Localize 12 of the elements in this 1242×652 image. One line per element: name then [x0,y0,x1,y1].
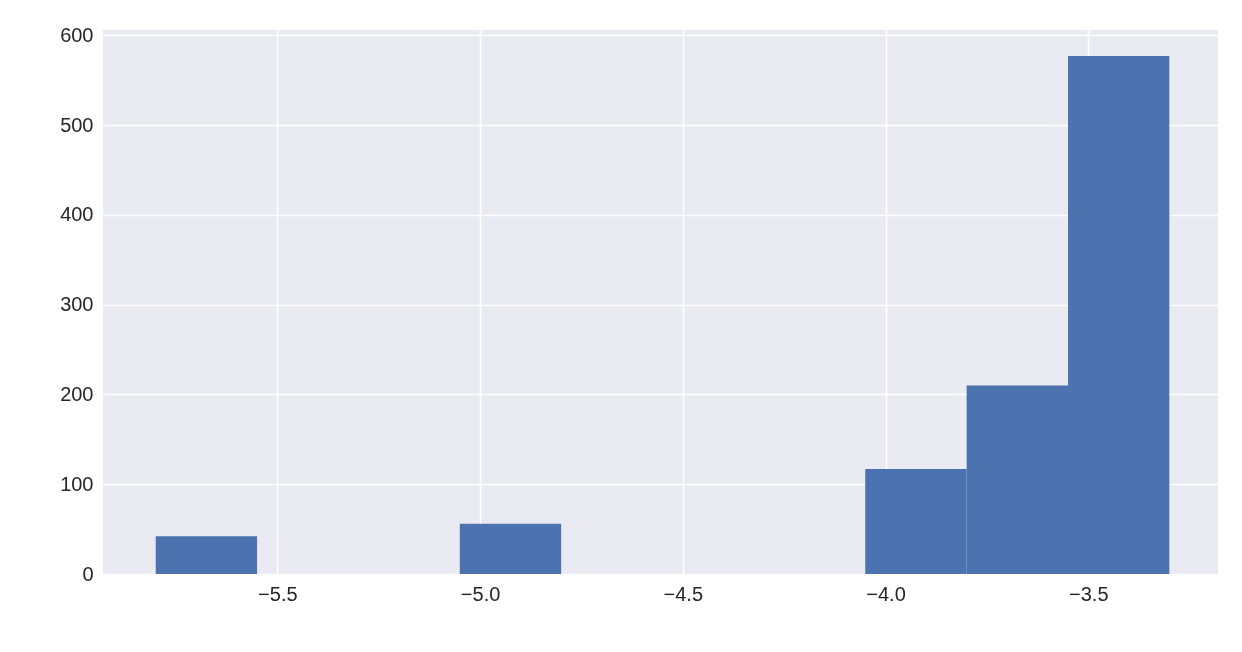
x-tick-label: −4.0 [866,582,906,605]
x-tick-label: −4.5 [663,582,704,605]
x-tick-label: −3.5 [1069,582,1109,605]
y-tick-label: 400 [60,203,94,226]
y-tick-label: 600 [60,23,94,46]
y-tick-label: 100 [60,472,94,495]
y-tick-label: 500 [60,113,94,136]
x-tick-label: −5.5 [258,582,298,605]
y-tick-label: 0 [82,562,94,585]
y-tick-label: 200 [60,382,94,405]
x-tick-label: −5.0 [460,582,501,605]
y-tick-label: 300 [60,293,94,316]
